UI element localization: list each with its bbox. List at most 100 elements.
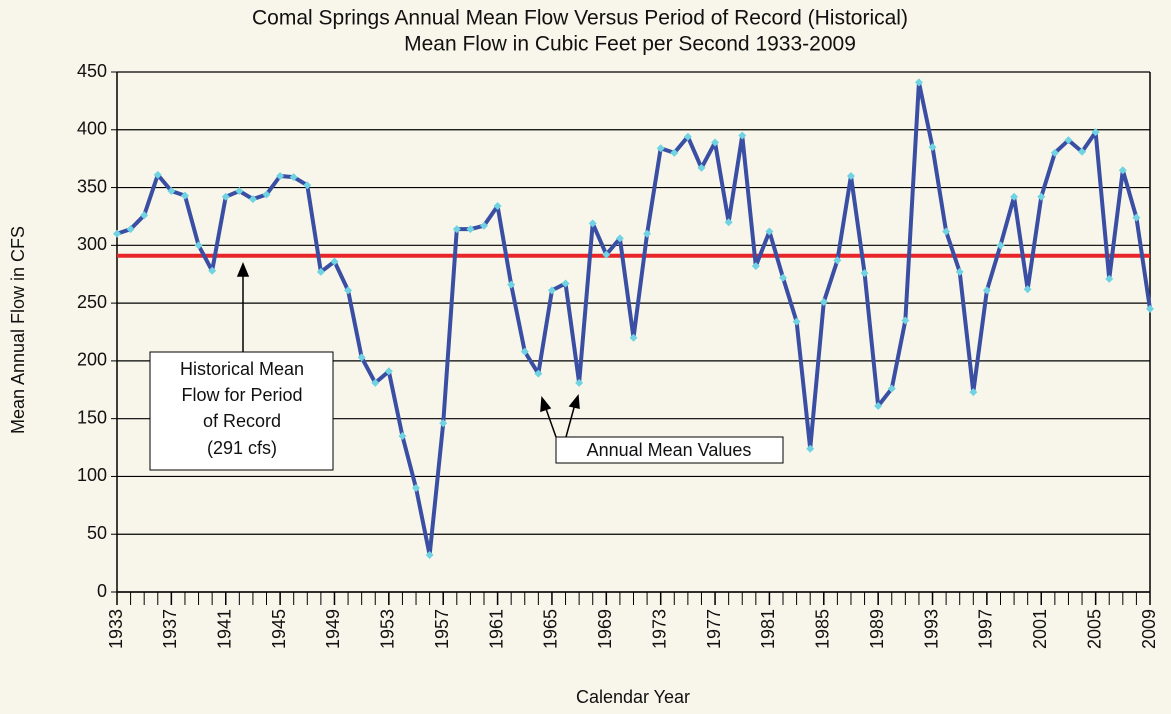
data-point: [126, 225, 135, 234]
data-point: [520, 347, 529, 356]
data-point: [1010, 192, 1019, 201]
data-point: [493, 202, 502, 211]
data-point: [819, 297, 828, 306]
mean-box: [149, 351, 334, 471]
data-point: [792, 317, 801, 326]
x-tick-label: 2005: [1084, 609, 1104, 649]
data-point: [452, 225, 461, 234]
data-point: [412, 484, 421, 492]
data-point: [575, 378, 584, 387]
data-point: [887, 384, 896, 393]
chart-title: Comal Springs Annual Mean Flow Versus Pe…: [252, 7, 908, 30]
data-point: [901, 316, 910, 325]
data-point: [846, 172, 855, 180]
data-point: [221, 192, 230, 201]
data-point: [683, 132, 692, 141]
y-tick-label: 200: [77, 350, 107, 370]
data-point: [765, 227, 774, 236]
data-point: [779, 273, 788, 282]
data-point: [833, 256, 842, 265]
mean-box-text: (291 cfs): [207, 438, 277, 458]
data-point: [806, 444, 815, 453]
x-tick-label: 2009: [1139, 609, 1159, 649]
mean-box-text: Historical Mean: [180, 359, 304, 379]
data-point: [167, 187, 176, 196]
x-axis-label: Calendar Year: [576, 687, 690, 707]
data-point: [466, 225, 475, 234]
data-point: [316, 267, 325, 276]
data-point: [1064, 136, 1073, 145]
data-point: [711, 138, 720, 147]
x-tick-label: 1981: [758, 609, 778, 649]
data-point: [425, 551, 434, 560]
data-point: [1146, 304, 1154, 313]
data-point: [615, 234, 624, 243]
data-point: [860, 269, 869, 278]
data-point: [479, 221, 488, 230]
x-tick-label: 1989: [867, 609, 887, 649]
data-point: [547, 286, 556, 295]
data-point: [969, 388, 978, 397]
data-point: [1118, 166, 1127, 175]
x-tick-label: 2001: [1030, 609, 1050, 649]
arrow: [544, 405, 557, 438]
x-tick-label: 1977: [704, 609, 724, 649]
data-point: [371, 378, 380, 387]
data-point: [208, 266, 217, 275]
x-tick-label: 1961: [486, 609, 506, 649]
y-tick-label: 0: [97, 581, 107, 601]
y-axis-label: Mean Annual Flow in CFS: [8, 226, 28, 434]
arrow: [565, 403, 576, 438]
x-tick-label: 1957: [432, 609, 452, 649]
data-point: [1078, 147, 1087, 156]
data-point: [153, 170, 162, 179]
x-tick-label: 1949: [323, 609, 343, 649]
data-point: [588, 219, 597, 228]
data-point: [113, 229, 121, 238]
y-tick-label: 100: [77, 465, 107, 485]
y-tick-label: 350: [77, 176, 107, 196]
data-point: [439, 419, 448, 428]
x-tick-label: 1945: [269, 609, 289, 649]
y-tick-label: 400: [77, 119, 107, 139]
data-point: [276, 172, 285, 180]
x-tick-label: 1933: [106, 609, 126, 649]
x-tick-label: 1969: [595, 609, 615, 649]
data-point: [248, 195, 257, 204]
data-point: [534, 369, 543, 378]
data-point: [1037, 192, 1046, 201]
data-point: [996, 241, 1005, 250]
y-tick-label: 150: [77, 407, 107, 427]
data-point: [697, 163, 706, 172]
data-point: [194, 241, 203, 250]
data-point: [656, 144, 665, 153]
data-point: [289, 173, 298, 182]
data-point: [235, 187, 244, 196]
data-point: [303, 181, 312, 190]
data-point: [942, 227, 951, 236]
x-tick-label: 1997: [976, 609, 996, 649]
data-point: [1132, 213, 1141, 222]
arrow-head: [568, 394, 580, 409]
arrows: [236, 262, 580, 438]
mean-box-text: of Record: [203, 411, 281, 431]
y-tick-label: 300: [77, 234, 107, 254]
data-point: [670, 148, 679, 157]
x-tick-label: 1937: [160, 609, 180, 649]
data-point: [738, 131, 747, 140]
data-point: [180, 191, 189, 200]
data-point: [384, 367, 393, 376]
data-point: [643, 229, 652, 238]
data-point: [602, 250, 611, 259]
data-point: [1023, 285, 1032, 294]
data-point: [507, 280, 516, 289]
data-point: [1105, 274, 1114, 283]
y-tick-label: 250: [77, 292, 107, 312]
y-tick-label: 50: [87, 523, 107, 543]
data-point: [914, 78, 923, 87]
data-point: [330, 257, 339, 266]
data-point: [874, 401, 883, 410]
plot-area: 0 50 100 150 200 250 300 350 400 450 1933 1937 1941 1…: [77, 61, 1159, 649]
x-tick-label: 1941: [214, 609, 234, 649]
